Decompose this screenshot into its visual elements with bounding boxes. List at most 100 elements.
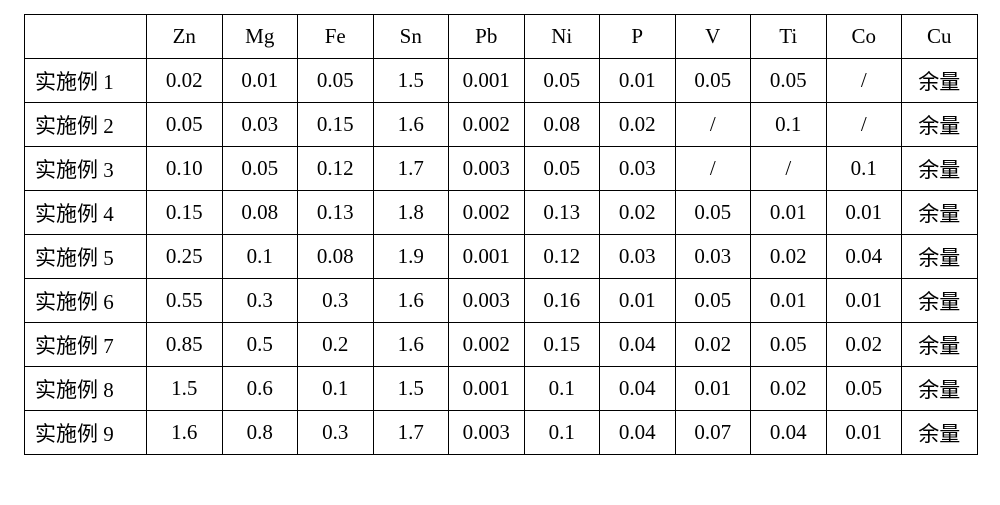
cell: 0.05 (675, 279, 751, 323)
table-header-row: Zn Mg Fe Sn Pb Ni P V Ti Co Cu (25, 15, 978, 59)
cell: 0.04 (600, 367, 676, 411)
col-header-p: P (600, 15, 676, 59)
cell: 0.01 (675, 367, 751, 411)
cell: 0.02 (600, 103, 676, 147)
col-header-blank (25, 15, 147, 59)
cell: 1.6 (147, 411, 223, 455)
cell: 1.5 (373, 367, 449, 411)
row-label: 实施例 8 (25, 367, 147, 411)
cell: 0.13 (524, 191, 600, 235)
cell: 0.10 (147, 147, 223, 191)
cell: 1.9 (373, 235, 449, 279)
cell: 0.05 (826, 367, 902, 411)
cell: 0.03 (222, 103, 298, 147)
table-row: 实施例 91.60.80.31.70.0030.10.040.070.040.0… (25, 411, 978, 455)
cell: 0.05 (524, 147, 600, 191)
cell: 0.3 (222, 279, 298, 323)
cell: 0.05 (751, 59, 827, 103)
cell: 0.01 (826, 191, 902, 235)
table-row: 实施例 81.50.60.11.50.0010.10.040.010.020.0… (25, 367, 978, 411)
cell: 0.003 (449, 147, 525, 191)
cell: 0.01 (751, 191, 827, 235)
cell: 0.001 (449, 59, 525, 103)
col-header-pb: Pb (449, 15, 525, 59)
table-row: 实施例 70.850.50.21.60.0020.150.040.020.050… (25, 323, 978, 367)
cell: 0.05 (675, 59, 751, 103)
cell: 1.8 (373, 191, 449, 235)
table-row: 实施例 10.020.010.051.50.0010.050.010.050.0… (25, 59, 978, 103)
col-header-ti: Ti (751, 15, 827, 59)
cell: 0.002 (449, 103, 525, 147)
cell: 0.1 (826, 147, 902, 191)
cell: 0.1 (524, 367, 600, 411)
cell: 0.03 (600, 235, 676, 279)
col-header-ni: Ni (524, 15, 600, 59)
cell: 0.01 (826, 279, 902, 323)
col-header-sn: Sn (373, 15, 449, 59)
col-header-fe: Fe (298, 15, 374, 59)
cell: 0.01 (751, 279, 827, 323)
cell: 余量 (902, 147, 978, 191)
cell: 0.15 (524, 323, 600, 367)
col-header-co: Co (826, 15, 902, 59)
cell: 0.3 (298, 279, 374, 323)
cell: 0.01 (600, 279, 676, 323)
cell: 0.003 (449, 279, 525, 323)
row-label: 实施例 4 (25, 191, 147, 235)
cell: 0.02 (147, 59, 223, 103)
cell: 0.001 (449, 367, 525, 411)
cell: 0.05 (298, 59, 374, 103)
row-label: 实施例 1 (25, 59, 147, 103)
cell: 余量 (902, 59, 978, 103)
cell: / (675, 147, 751, 191)
row-label: 实施例 7 (25, 323, 147, 367)
cell: 0.04 (600, 411, 676, 455)
row-label: 实施例 5 (25, 235, 147, 279)
cell: 0.1 (298, 367, 374, 411)
composition-table: Zn Mg Fe Sn Pb Ni P V Ti Co Cu 实施例 10.02… (24, 14, 978, 455)
cell: 0.15 (147, 191, 223, 235)
cell: 1.5 (147, 367, 223, 411)
cell: 0.05 (222, 147, 298, 191)
cell: 1.5 (373, 59, 449, 103)
cell: 0.02 (675, 323, 751, 367)
cell: 0.16 (524, 279, 600, 323)
row-label: 实施例 9 (25, 411, 147, 455)
cell: 0.6 (222, 367, 298, 411)
cell: / (826, 59, 902, 103)
cell: 0.03 (600, 147, 676, 191)
col-header-v: V (675, 15, 751, 59)
col-header-mg: Mg (222, 15, 298, 59)
cell: 0.02 (751, 367, 827, 411)
cell: 1.6 (373, 323, 449, 367)
cell: 0.002 (449, 191, 525, 235)
cell: 0.3 (298, 411, 374, 455)
cell: 0.08 (222, 191, 298, 235)
cell: 0.02 (600, 191, 676, 235)
cell: 0.12 (298, 147, 374, 191)
cell: 0.01 (600, 59, 676, 103)
cell: 0.8 (222, 411, 298, 455)
cell: 0.02 (751, 235, 827, 279)
cell: 0.1 (222, 235, 298, 279)
col-header-zn: Zn (147, 15, 223, 59)
cell: 0.05 (147, 103, 223, 147)
cell: 0.04 (826, 235, 902, 279)
cell: 0.1 (751, 103, 827, 147)
table-row: 实施例 40.150.080.131.80.0020.130.020.050.0… (25, 191, 978, 235)
col-header-cu: Cu (902, 15, 978, 59)
cell: 0.55 (147, 279, 223, 323)
table-row: 实施例 30.100.050.121.70.0030.050.03//0.1余量 (25, 147, 978, 191)
cell: 0.08 (298, 235, 374, 279)
cell: 0.003 (449, 411, 525, 455)
cell: / (751, 147, 827, 191)
cell: 0.02 (826, 323, 902, 367)
table-row: 实施例 60.550.30.31.60.0030.160.010.050.010… (25, 279, 978, 323)
cell: 余量 (902, 103, 978, 147)
cell: 余量 (902, 367, 978, 411)
cell: 0.07 (675, 411, 751, 455)
cell: 0.05 (675, 191, 751, 235)
cell: 0.08 (524, 103, 600, 147)
cell: 0.04 (600, 323, 676, 367)
row-label: 实施例 2 (25, 103, 147, 147)
